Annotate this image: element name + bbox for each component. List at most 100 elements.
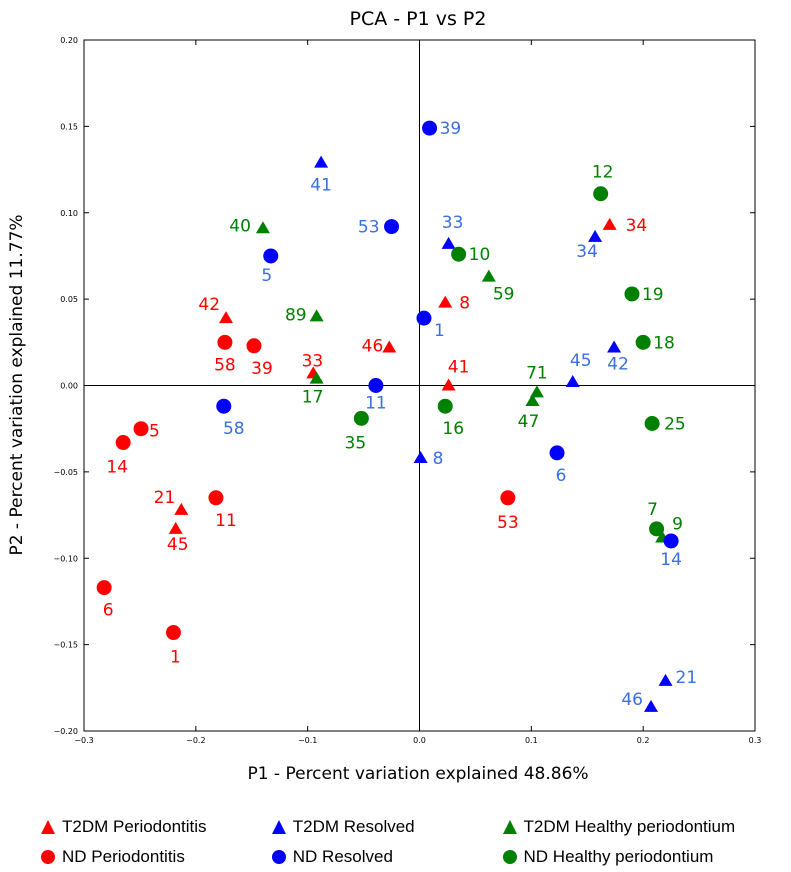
x-tick-label: −0.3 bbox=[74, 736, 93, 745]
point-label-34: 34 bbox=[626, 216, 648, 236]
point-circle-7 bbox=[649, 521, 665, 537]
point-label-59: 59 bbox=[493, 285, 515, 305]
point-label-14: 14 bbox=[660, 550, 682, 570]
y-axis-title: P2 - Percent variation explained 11.77% bbox=[7, 214, 27, 555]
point-triangle-8 bbox=[438, 295, 453, 308]
x-tick-label: −0.1 bbox=[298, 736, 317, 745]
point-label-12: 12 bbox=[592, 163, 614, 183]
point-label-21: 21 bbox=[154, 488, 176, 508]
point-label-16: 16 bbox=[442, 419, 464, 439]
point-triangle-71 bbox=[529, 385, 544, 398]
legend: T2DM Periodontitis T2DM Resolved T2DM He… bbox=[40, 812, 790, 872]
point-triangle-42 bbox=[607, 340, 622, 353]
legend-item-t2dm-healthy: T2DM Healthy periodontium bbox=[502, 817, 790, 837]
point-label-5: 5 bbox=[261, 266, 272, 286]
point-label-42: 42 bbox=[607, 354, 629, 374]
y-tick-label: 0.05 bbox=[60, 295, 78, 304]
point-label-58: 58 bbox=[223, 419, 245, 439]
point-label-33: 33 bbox=[442, 213, 464, 233]
point-circle-53 bbox=[500, 490, 516, 506]
point-triangle-42 bbox=[219, 311, 234, 324]
point-label-10: 10 bbox=[469, 245, 491, 265]
point-label-89: 89 bbox=[285, 305, 307, 325]
point-label-8: 8 bbox=[459, 294, 470, 314]
point-label-47: 47 bbox=[518, 412, 540, 432]
point-label-11: 11 bbox=[365, 394, 387, 414]
x-tick-label: 0.3 bbox=[749, 736, 762, 745]
legend-label: T2DM Healthy periodontium bbox=[523, 817, 736, 836]
point-label-5: 5 bbox=[149, 422, 160, 442]
point-label-1: 1 bbox=[434, 321, 445, 341]
pca-chart: PCA - P1 vs P2 −0.3 −0.2 −0.1 0.0 0.1 0.2 0.3−… bbox=[7, 8, 761, 784]
point-circle-5 bbox=[133, 421, 149, 437]
point-triangle-21 bbox=[658, 673, 673, 686]
point-circle-6 bbox=[96, 580, 112, 596]
y-tick-label: 0.00 bbox=[60, 382, 78, 391]
chart-title: PCA - P1 vs P2 bbox=[350, 8, 487, 30]
y-tick-label: −0.15 bbox=[53, 641, 78, 650]
y-tick-label: 0.20 bbox=[60, 36, 78, 45]
point-label-6: 6 bbox=[556, 466, 567, 486]
legend-row-circles: ND Periodontitis ND Resolved ND Healthy … bbox=[40, 842, 790, 872]
point-label-21: 21 bbox=[676, 668, 698, 688]
point-triangle-46 bbox=[643, 699, 658, 712]
legend-label: ND Healthy periodontium bbox=[523, 847, 714, 866]
point-triangle-8 bbox=[413, 451, 428, 464]
point-label-40: 40 bbox=[229, 216, 251, 236]
point-label-9: 9 bbox=[672, 515, 683, 535]
point-circle-5 bbox=[263, 248, 279, 264]
x-axis-title: P1 - Percent variation explained 48.86% bbox=[247, 764, 588, 784]
point-label-14: 14 bbox=[106, 458, 128, 478]
point-triangle-45 bbox=[565, 375, 580, 388]
legend-item-nd-healthy: ND Healthy periodontium bbox=[502, 847, 790, 867]
point-label-17: 17 bbox=[302, 388, 324, 408]
point-circle-58 bbox=[217, 334, 233, 350]
point-label-33: 33 bbox=[302, 351, 324, 371]
point-label-34: 34 bbox=[576, 242, 598, 262]
point-label-6: 6 bbox=[103, 601, 114, 621]
y-tick-label: −0.20 bbox=[53, 727, 78, 736]
point-label-46: 46 bbox=[621, 690, 643, 710]
point-triangle-21 bbox=[174, 502, 189, 515]
y-tick-label: 0.15 bbox=[60, 122, 78, 131]
legend-label: T2DM Resolved bbox=[292, 817, 415, 836]
point-label-41: 41 bbox=[310, 176, 332, 196]
point-circle-39 bbox=[246, 338, 262, 354]
legend-item-nd-periodontitis: ND Periodontitis bbox=[40, 847, 271, 867]
point-triangle-46 bbox=[382, 340, 397, 353]
point-circle-6 bbox=[549, 445, 565, 461]
zero-lines bbox=[84, 40, 755, 731]
point-triangle-59 bbox=[481, 269, 496, 282]
y-tick-label: −0.05 bbox=[53, 468, 78, 477]
x-tick-label: 0.0 bbox=[413, 736, 426, 745]
point-label-7: 7 bbox=[647, 500, 658, 520]
red-circle-icon bbox=[41, 850, 55, 864]
green-circle-icon bbox=[502, 850, 517, 864]
point-label-53: 53 bbox=[497, 513, 519, 533]
point-label-42: 42 bbox=[198, 295, 220, 315]
point-label-45: 45 bbox=[167, 535, 189, 555]
point-circle-10 bbox=[451, 246, 467, 262]
legend-label: ND Resolved bbox=[292, 847, 393, 866]
point-triangle-41 bbox=[314, 155, 329, 168]
point-triangle-34 bbox=[588, 229, 603, 242]
point-label-71: 71 bbox=[526, 363, 548, 383]
y-tick-label: −0.10 bbox=[53, 554, 78, 563]
point-label-18: 18 bbox=[653, 333, 675, 353]
y-tick-label: 0.10 bbox=[60, 209, 78, 218]
point-label-39: 39 bbox=[440, 119, 462, 139]
green-triangle-icon bbox=[502, 820, 517, 834]
blue-circle-icon bbox=[271, 850, 286, 864]
point-circle-14 bbox=[115, 435, 131, 451]
point-label-41: 41 bbox=[448, 358, 470, 378]
point-label-58: 58 bbox=[214, 355, 236, 375]
axis-ticks: −0.3 −0.2 −0.1 0.0 0.1 0.2 0.3 −0.20 −0.15 −0.10 −… bbox=[53, 36, 761, 745]
point-triangle-40 bbox=[255, 221, 270, 234]
legend-label: T2DM Periodontitis bbox=[62, 817, 207, 836]
point-triangle-47 bbox=[525, 394, 540, 407]
legend-item-t2dm-periodontitis: T2DM Periodontitis bbox=[40, 817, 271, 837]
point-circle-1 bbox=[165, 625, 181, 641]
point-triangle-17 bbox=[309, 371, 324, 384]
point-triangle-41 bbox=[441, 378, 456, 391]
point-triangle-33 bbox=[441, 236, 456, 249]
